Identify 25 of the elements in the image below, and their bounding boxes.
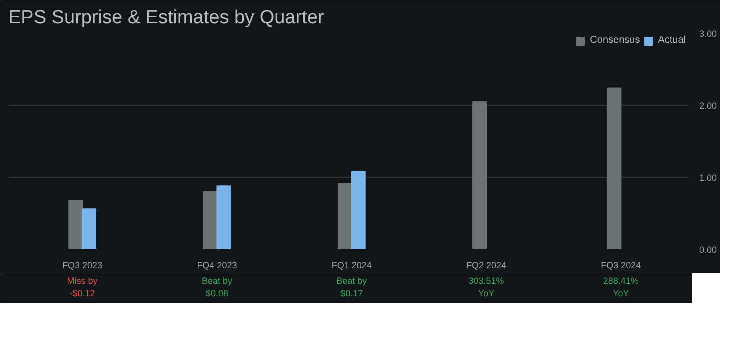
bar xyxy=(216,186,232,250)
y-tick-label: 2.00 xyxy=(700,101,718,111)
legend-label: Actual xyxy=(658,35,686,46)
x-tick-label: FQ2 2024 xyxy=(466,260,507,270)
text: 288.41% YoY xyxy=(603,276,639,298)
bar xyxy=(82,208,97,250)
x-tick-label: FQ1 2024 xyxy=(332,260,372,270)
bar xyxy=(607,88,622,250)
bar xyxy=(338,183,352,250)
text: 303.51% YoY xyxy=(468,276,504,298)
bar xyxy=(351,171,366,250)
x-tick-label: FQ3 2024 xyxy=(601,260,642,270)
y-tick-label: 3.00 xyxy=(700,29,718,39)
x-tick-label: FQ4 2023 xyxy=(197,260,238,270)
bar xyxy=(68,200,84,250)
text: Beat by $0.08 xyxy=(202,276,233,298)
y-tick-label: 1.00 xyxy=(700,173,718,183)
chart-title: EPS Surprise & Estimates by Quarter xyxy=(8,8,325,28)
text: Miss by -$0.12 xyxy=(67,276,98,298)
bar xyxy=(472,101,488,250)
x-tick-label: FQ3 2023 xyxy=(62,260,103,270)
text: Beat by $0.17 xyxy=(336,276,368,298)
bar xyxy=(203,191,218,250)
legend-label: Consensus xyxy=(590,35,640,46)
y-tick-label: 0.00 xyxy=(700,245,718,255)
